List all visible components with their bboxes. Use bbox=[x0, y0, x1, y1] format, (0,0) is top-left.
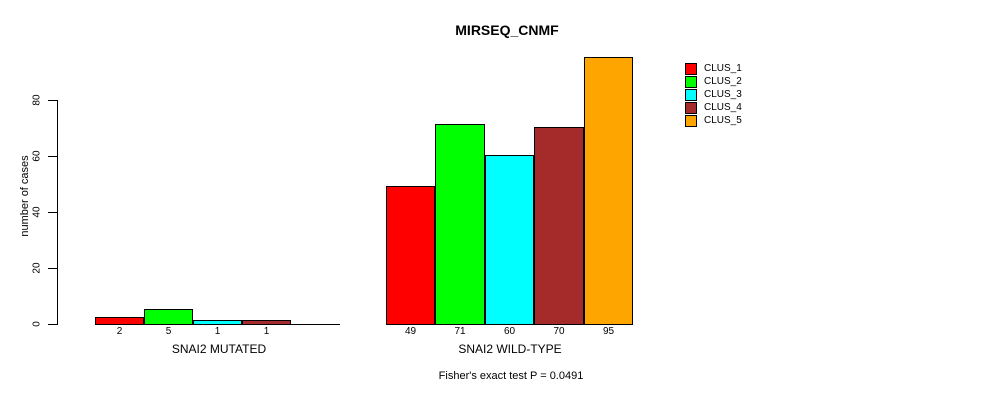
y-axis-tick bbox=[48, 100, 57, 101]
legend-item-clus_2: CLUS_2 bbox=[685, 75, 742, 88]
y-axis-tick-label: 0 bbox=[31, 321, 43, 327]
bar-value-label: 71 bbox=[454, 326, 466, 337]
y-axis-line bbox=[57, 100, 58, 325]
bar-value-label: 70 bbox=[553, 326, 565, 337]
bar-clus_2 bbox=[144, 309, 193, 325]
x-axis-group-label-wild-type: SNAI2 WILD-TYPE bbox=[458, 342, 562, 356]
chart-title: MIRSEQ_CNMF bbox=[455, 22, 559, 38]
legend-item-clus_4: CLUS_4 bbox=[685, 101, 742, 114]
bar-value-label: 95 bbox=[602, 326, 615, 337]
legend-label: CLUS_3 bbox=[704, 89, 742, 100]
legend-label: CLUS_4 bbox=[704, 102, 742, 113]
bar-clus_1 bbox=[386, 186, 435, 325]
bar-value-label: 1 bbox=[214, 326, 221, 337]
y-axis-tick-label: 80 bbox=[31, 94, 43, 106]
legend-label: CLUS_5 bbox=[704, 115, 742, 126]
legend-label: CLUS_1 bbox=[704, 63, 742, 74]
bar-value-label: 60 bbox=[503, 326, 516, 337]
legend-color-swatch-icon bbox=[685, 88, 697, 101]
y-axis-tick bbox=[48, 212, 57, 213]
fisher-test-annotation: Fisher's exact test P = 0.0491 bbox=[438, 370, 584, 382]
y-axis-label: number of cases bbox=[19, 155, 31, 237]
bar-value-label: 1 bbox=[263, 326, 270, 337]
y-axis-tick-label: 60 bbox=[31, 150, 43, 162]
bar-clus_1 bbox=[95, 317, 144, 325]
bar-value-label: 2 bbox=[116, 326, 123, 337]
bar-clus_2 bbox=[435, 124, 485, 325]
bar-value-label: 5 bbox=[165, 326, 172, 337]
legend-color-swatch-icon bbox=[685, 62, 697, 75]
y-axis-tick-label: 40 bbox=[31, 206, 43, 218]
legend: CLUS_1 CLUS_2 CLUS_3 CLUS_4 CLUS_5 bbox=[685, 62, 742, 127]
bar-value-label: 49 bbox=[404, 326, 417, 337]
legend-color-swatch-icon bbox=[685, 101, 697, 114]
y-axis-tick bbox=[48, 324, 57, 325]
bar-clus_3 bbox=[485, 155, 534, 325]
legend-item-clus_5: CLUS_5 bbox=[685, 114, 742, 127]
legend-item-clus_1: CLUS_1 bbox=[685, 62, 742, 75]
y-axis-tick bbox=[48, 156, 57, 157]
legend-color-swatch-icon bbox=[685, 114, 697, 127]
bar-clus_3 bbox=[193, 320, 242, 325]
bar-clus_4 bbox=[242, 320, 291, 325]
bar-clus_5 bbox=[584, 57, 633, 325]
legend-color-swatch-icon bbox=[685, 75, 697, 88]
bar-clus_5 bbox=[291, 324, 340, 325]
legend-label: CLUS_2 bbox=[704, 76, 742, 87]
bar-clus_4 bbox=[534, 127, 584, 325]
y-axis-tick-label: 20 bbox=[31, 262, 43, 274]
legend-item-clus_3: CLUS_3 bbox=[685, 88, 742, 101]
x-axis-group-label-mutated: SNAI2 MUTATED bbox=[171, 342, 267, 356]
y-axis-tick bbox=[48, 268, 57, 269]
